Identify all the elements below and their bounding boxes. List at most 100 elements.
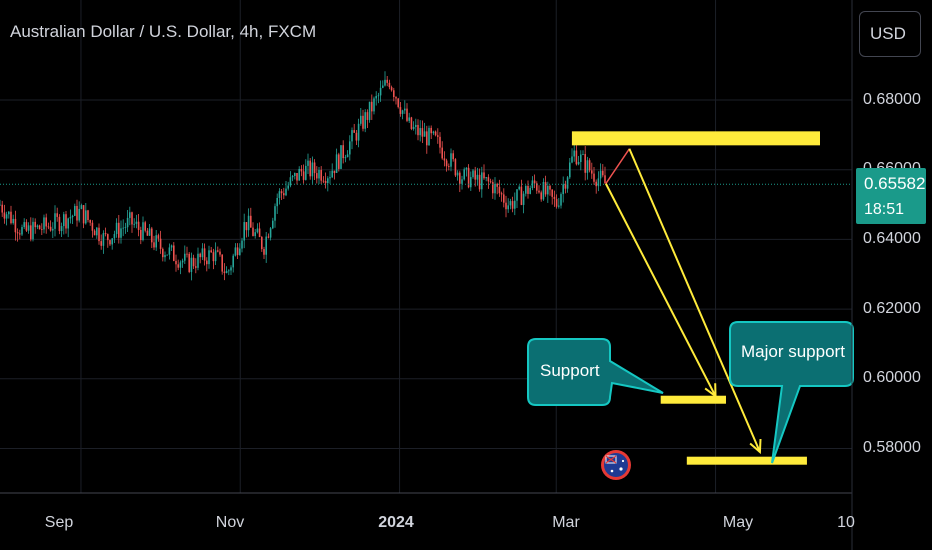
candle-body [192, 257, 195, 267]
candle-body [190, 257, 193, 272]
candle-body [34, 221, 36, 228]
x-tick-label: Nov [215, 514, 245, 531]
candle-body [276, 198, 278, 207]
candle-body [195, 266, 197, 268]
candle-body [461, 179, 463, 184]
candle-body [454, 159, 457, 176]
candle-body [261, 237, 263, 250]
candle-body [582, 154, 584, 155]
candle-body [269, 228, 272, 238]
candle-body [71, 215, 74, 218]
candle-body [430, 127, 432, 134]
candle-body [448, 166, 450, 168]
candle-body [540, 192, 542, 200]
candle-body [362, 115, 364, 129]
candle-body [254, 232, 256, 236]
candle-body [162, 248, 164, 258]
candle-body [142, 222, 144, 241]
candle-body [146, 230, 149, 236]
candle-body [155, 235, 157, 248]
candle-body [166, 254, 168, 256]
candle-body [201, 248, 204, 258]
candle-body [522, 193, 525, 205]
candle-body [364, 112, 366, 129]
candle-body [49, 226, 52, 231]
candle-body [12, 218, 14, 224]
x-tick-label: 2024 [378, 514, 414, 531]
candle-body [452, 153, 454, 160]
y-tick-label: 0.68000 [863, 91, 921, 108]
candle-body [408, 117, 410, 121]
candle-body [85, 210, 87, 224]
candle-body [538, 190, 540, 193]
candle-body [366, 112, 369, 120]
candle-body [140, 229, 142, 241]
resistance-level [571, 131, 820, 146]
candle-body [219, 251, 221, 255]
support-callout [527, 338, 664, 406]
candle-body [379, 87, 382, 96]
candle-body [344, 157, 347, 159]
candle-body [100, 241, 102, 246]
candle-body [109, 240, 111, 245]
candle-body [599, 170, 602, 179]
candle-body [360, 115, 362, 124]
current-price-value: 0.65582 [864, 174, 926, 193]
candle-body [113, 234, 116, 239]
candle-body [586, 160, 589, 173]
candle-body [604, 175, 606, 184]
projection-arrow [604, 183, 717, 397]
candle-body [536, 183, 538, 191]
candle-body [426, 131, 428, 146]
australia-flag-icon[interactable] [599, 446, 633, 488]
candle-body [56, 213, 58, 217]
x-tick-label: May [722, 514, 754, 531]
candle-body [511, 201, 514, 209]
candle-body [74, 205, 76, 216]
candle-body [470, 177, 472, 188]
candle-body [179, 262, 182, 268]
candle-body [272, 220, 274, 229]
candle-body [96, 227, 98, 236]
candle-body [60, 226, 63, 232]
candle-body [287, 185, 289, 189]
candle-body [307, 160, 309, 166]
candle-body [472, 170, 474, 178]
candle-body [410, 117, 413, 129]
candle-body [41, 229, 43, 230]
candle-body [232, 255, 234, 268]
candle-body [459, 172, 461, 184]
candle-body [225, 270, 228, 273]
candle-body [129, 212, 131, 218]
candle-body [93, 230, 96, 236]
candle-body [54, 213, 56, 229]
arrow-head [704, 383, 717, 399]
candle-body [197, 253, 199, 268]
candle-body [551, 189, 553, 197]
candle-body [102, 233, 105, 246]
candle-body [126, 217, 129, 228]
candle-body [384, 79, 386, 86]
candle-body [318, 169, 320, 179]
currency-button[interactable]: USD [859, 11, 921, 57]
symbol-title[interactable]: Australian Dollar / U.S. Dollar, 4h, FXC… [10, 22, 317, 41]
candle-body [239, 248, 241, 255]
candle-body [441, 147, 443, 159]
candle-body [439, 136, 441, 148]
major-support-callout-label: Major support [741, 342, 845, 361]
candle-body [245, 222, 248, 231]
candle-body [351, 130, 353, 142]
candle-body [487, 177, 490, 182]
candle-body [168, 247, 171, 255]
candle-body [316, 173, 318, 179]
candle-body [234, 247, 237, 256]
candle-body [428, 127, 430, 146]
candle-body [500, 193, 503, 195]
candle-body [67, 218, 69, 229]
candle-body [217, 250, 219, 252]
candle-body [32, 221, 34, 240]
candle-body [320, 169, 322, 181]
candle-body [544, 182, 547, 195]
candle-body [65, 214, 67, 229]
